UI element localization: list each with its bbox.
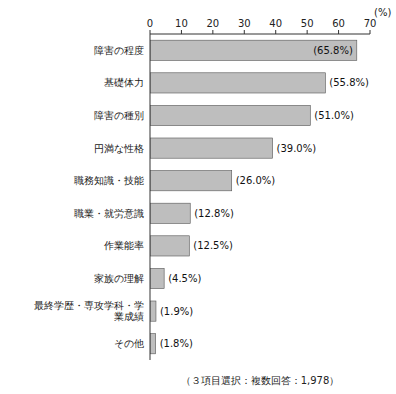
x-tick-label: 40 xyxy=(269,18,282,29)
category-label: 最終学歴・専攻学科・学業成績 xyxy=(34,300,144,323)
category-label: 円満な性格 xyxy=(94,143,144,154)
bar xyxy=(150,138,273,158)
category-label-line: 障害の程度 xyxy=(94,45,144,56)
bar xyxy=(150,268,164,288)
category-label: 家族の理解 xyxy=(94,273,144,284)
bar xyxy=(150,105,310,125)
x-tick-label: 30 xyxy=(238,18,251,29)
x-axis-line xyxy=(150,34,370,35)
category-label: 障害の程度 xyxy=(94,45,144,56)
bar xyxy=(150,334,156,354)
category-label: 基礎体力 xyxy=(104,77,144,88)
data-label: (4.5%) xyxy=(168,273,201,284)
category-label: 障害の種別 xyxy=(94,110,144,121)
bar xyxy=(150,73,325,93)
category-label-line: 職業・就労意識 xyxy=(74,208,144,219)
x-tick-label: 50 xyxy=(301,18,314,29)
x-tick-label: 0 xyxy=(147,18,153,29)
x-tick xyxy=(338,30,339,34)
x-tick xyxy=(307,30,308,34)
x-axis-label: (%) xyxy=(374,7,391,18)
x-tick xyxy=(275,30,276,34)
data-label: (51.0%) xyxy=(314,110,354,121)
category-label-line: 障害の種別 xyxy=(94,110,144,121)
bar xyxy=(150,171,232,191)
category-label-line: 作業能率 xyxy=(103,240,144,251)
category-label-line: 最終学歴・専攻学科・学 xyxy=(34,300,144,311)
bars xyxy=(150,40,357,354)
category-labels: 障害の程度基礎体力障害の種別円満な性格職務知識・技能職業・就労意識作業能率家族の… xyxy=(34,45,144,349)
x-tick xyxy=(150,30,151,34)
category-label-line: その他 xyxy=(114,338,144,349)
data-label: (39.0%) xyxy=(277,143,317,154)
data-label: (1.8%) xyxy=(160,338,193,349)
x-tick xyxy=(181,30,182,34)
bar xyxy=(150,301,156,321)
bar xyxy=(150,203,190,223)
data-label: (1.9%) xyxy=(160,306,193,317)
x-tick-label: 60 xyxy=(332,18,345,29)
axes: 0 10 20 30 40 50 60 70 xyxy=(147,18,377,360)
data-labels: (65.8%) (55.8%) (51.0%) (39.0%) (26.0%) (12.8… xyxy=(160,45,369,349)
chart: 障害の程度基礎体力障害の種別円満な性格職務知識・技能職業・就労意識作業能率家族の… xyxy=(0,0,396,394)
x-tick-label: 20 xyxy=(206,18,219,29)
category-label: その他 xyxy=(114,338,144,349)
data-label: (26.0%) xyxy=(236,175,276,186)
category-label: 職業・就労意識 xyxy=(74,208,144,219)
data-label: (12.8%) xyxy=(194,208,234,219)
x-tick xyxy=(244,30,245,34)
data-label: (12.5%) xyxy=(193,240,233,251)
x-tick-label: 10 xyxy=(175,18,188,29)
category-label-line: 業成績 xyxy=(114,311,144,322)
category-label-line: 家族の理解 xyxy=(94,273,144,284)
category-label-line: 基礎体力 xyxy=(104,77,144,88)
category-label: 作業能率 xyxy=(103,240,144,251)
x-tick xyxy=(370,30,371,34)
bar xyxy=(150,236,189,256)
y-axis-line xyxy=(150,34,151,360)
data-label: (55.8%) xyxy=(329,77,369,88)
x-tick-label: 70 xyxy=(364,18,377,29)
category-label-line: 職務知識・技能 xyxy=(74,175,144,186)
x-tick xyxy=(212,30,213,34)
category-label: 職務知識・技能 xyxy=(74,175,144,186)
bar xyxy=(150,40,357,60)
footnote: （３項目選択：複数回答：1,978） xyxy=(181,375,340,386)
data-label: (65.8%) xyxy=(313,45,353,56)
category-label-line: 円満な性格 xyxy=(94,143,144,154)
